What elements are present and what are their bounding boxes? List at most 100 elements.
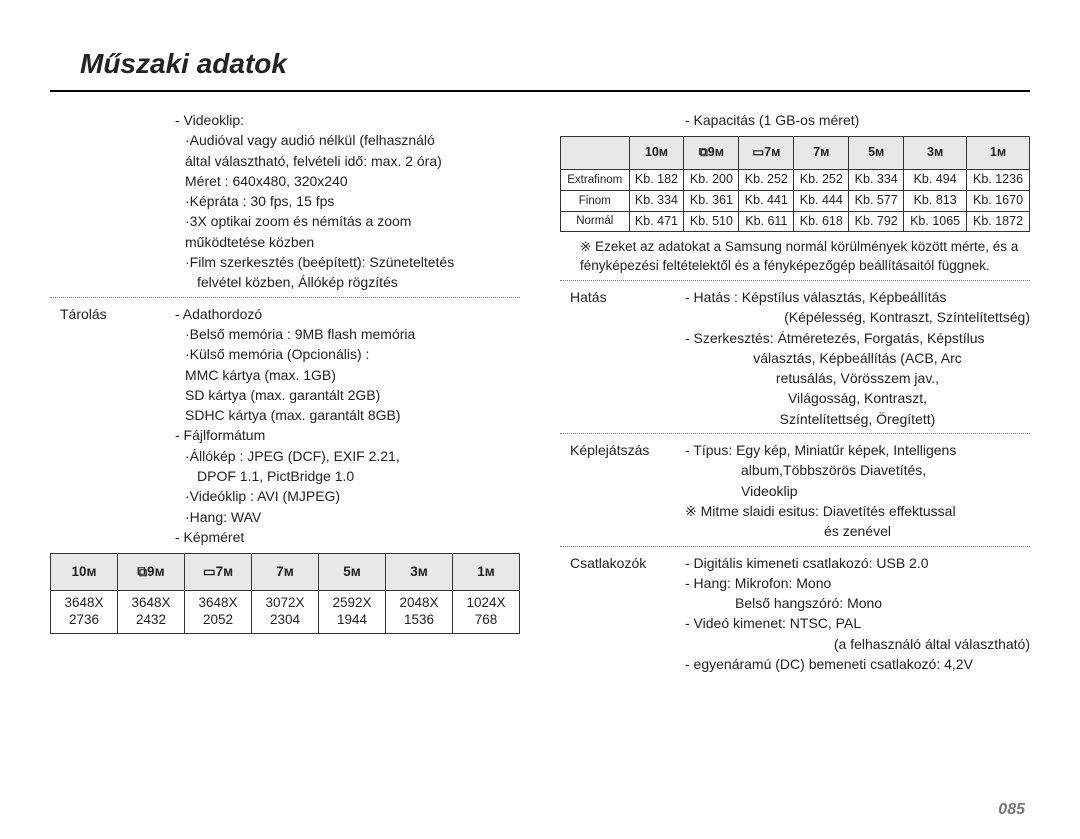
capacity-table-cell: Kb. 471 xyxy=(629,211,684,232)
connectors-content: - Digitális kimeneti csatlakozó: USB 2.0… xyxy=(685,553,1030,675)
page-root: Műszaki adatok - Videoklip: ·Audióval va… xyxy=(0,0,1080,839)
capacity-table-cell: Kb. 618 xyxy=(794,211,849,232)
effect-l1: - Hatás : Képstílus választás, Képbeállí… xyxy=(685,287,1030,307)
capacity-table-cell: Kb. 200 xyxy=(684,170,739,191)
size-table-cell: 1024X 768 xyxy=(453,591,520,634)
capacity-table-header: 10ᴍ xyxy=(629,137,684,170)
connectors-l2: - Hang: Mikrofon: Mono xyxy=(685,573,1030,593)
capacity-table-cell: Kb. 334 xyxy=(849,170,904,191)
right-column: - Kapacitás (1 GB-os méret) 10ᴍ⧉9ᴍ▭7ᴍ7ᴍ5… xyxy=(560,110,1030,674)
capacity-table-row: ExtrafinomKb. 182Kb. 200Kb. 252Kb. 252Kb… xyxy=(561,170,1030,191)
capacity-heading-block: - Kapacitás (1 GB-os méret) xyxy=(560,110,1030,130)
capacity-table-header: ▭7ᴍ xyxy=(739,137,794,170)
storage-l5: SD kártya (max. garantált 2GB) xyxy=(175,385,520,405)
size-table-header: 10ᴍ xyxy=(51,554,118,591)
connectors-l1: - Digitális kimeneti csatlakozó: USB 2.0 xyxy=(685,553,1030,573)
capacity-label-spacer xyxy=(560,110,685,130)
separator xyxy=(560,433,1030,434)
capacity-table-header: 7ᴍ xyxy=(794,137,849,170)
storage-l8: ·Állókép : JPEG (DCF), EXIF 2.21, xyxy=(175,446,520,466)
storage-l2: ·Belső memória : 9MB flash memória xyxy=(175,324,520,344)
capacity-table-cell: Kb. 182 xyxy=(629,170,684,191)
size-table-header: 5ᴍ xyxy=(319,554,386,591)
playback-l1: - Típus: Egy kép, Miniatűr képek, Intell… xyxy=(685,440,1030,460)
storage-block: Tárolás - Adathordozó ·Belső memória : 9… xyxy=(50,304,520,548)
playback-content: - Típus: Egy kép, Miniatűr képek, Intell… xyxy=(685,440,1030,541)
capacity-table-cell: Kb. 792 xyxy=(849,211,904,232)
capacity-table-header: 3ᴍ xyxy=(904,137,967,170)
storage-l10: ·Videóklip : AVI (MJPEG) xyxy=(175,486,520,506)
capacity-table-cell: Kb. 1670 xyxy=(967,190,1030,211)
connectors-l6: - egyenáramú (DC) bemeneti csatlakozó: 4… xyxy=(685,654,1030,674)
playback-l3: Videoklip xyxy=(685,481,1030,501)
effect-l4: választás, Képbeállítás (ACB, Arc xyxy=(685,348,1030,368)
connectors-label: Csatlakozók xyxy=(560,553,685,675)
storage-l7: - Fájlformátum xyxy=(175,425,520,445)
capacity-table-cell: Kb. 444 xyxy=(794,190,849,211)
capacity-table-cell: Kb. 1872 xyxy=(967,211,1030,232)
separator xyxy=(560,546,1030,547)
size-table-header: 3ᴍ xyxy=(386,554,453,591)
capacity-table: 10ᴍ⧉9ᴍ▭7ᴍ7ᴍ5ᴍ3ᴍ1ᴍ ExtrafinomKb. 182Kb. 2… xyxy=(560,136,1030,232)
storage-l12: - Képméret xyxy=(175,527,520,547)
capacity-table-cell: Finom xyxy=(561,190,630,211)
capacity-table-cell: Kb. 361 xyxy=(684,190,739,211)
videoclip-label xyxy=(50,110,175,293)
videoclip-l7: ·Film szerkesztés (beépített): Szünetelt… xyxy=(175,252,520,272)
capacity-table-cell: Kb. 510 xyxy=(684,211,739,232)
playback-block: Képlejátszás - Típus: Egy kép, Miniatűr … xyxy=(560,440,1030,541)
size-table-cell: 3072X 2304 xyxy=(252,591,319,634)
size-table-cell: 3648X 2052 xyxy=(185,591,252,634)
capacity-heading: - Kapacitás (1 GB-os méret) xyxy=(685,110,1030,130)
videoclip-content: - Videoklip: ·Audióval vagy audió nélkül… xyxy=(175,110,520,293)
videoclip-l1: ·Audióval vagy audió nélkül (felhasználó xyxy=(175,130,520,150)
storage-content: - Adathordozó ·Belső memória : 9MB flash… xyxy=(175,304,520,548)
videoclip-l4: ·Képráta : 30 fps, 15 fps xyxy=(175,191,520,211)
capacity-table-header: 1ᴍ xyxy=(967,137,1030,170)
size-table-header: 7ᴍ xyxy=(252,554,319,591)
videoclip-l5: ·3X optikai zoom és némítás a zoom xyxy=(175,211,520,231)
effect-label: Hatás xyxy=(560,287,685,429)
capacity-table-row: NormálKb. 471Kb. 510Kb. 611Kb. 618Kb. 79… xyxy=(561,211,1030,232)
size-table-cell: 2048X 1536 xyxy=(386,591,453,634)
capacity-table-cell: Kb. 1236 xyxy=(967,170,1030,191)
capacity-table-cell: Kb. 1065 xyxy=(904,211,967,232)
storage-l4: MMC kártya (max. 1GB) xyxy=(175,365,520,385)
page-title: Műszaki adatok xyxy=(50,40,1030,92)
capacity-table-cell: Kb. 441 xyxy=(739,190,794,211)
effect-l2: (Képélesség, Kontraszt, Színtelítettség) xyxy=(685,307,1030,327)
separator xyxy=(560,280,1030,281)
storage-l11: ·Hang: WAV xyxy=(175,507,520,527)
size-table-header: ▭7ᴍ xyxy=(185,554,252,591)
connectors-block: Csatlakozók - Digitális kimeneti csatlak… xyxy=(560,553,1030,675)
capacity-table-cell: Kb. 334 xyxy=(629,190,684,211)
capacity-table-cell: Kb. 813 xyxy=(904,190,967,211)
effect-l6: Világosság, Kontraszt, xyxy=(685,388,1030,408)
videoclip-l3: Méret : 640x480, 320x240 xyxy=(175,171,520,191)
size-table-cell: 3648X 2736 xyxy=(51,591,118,634)
playback-l2: album,Többszörös Diavetítés, xyxy=(685,460,1030,480)
capacity-table-cell: Extrafinom xyxy=(561,170,630,191)
effect-l3: - Szerkesztés: Átméretezés, Forgatás, Ké… xyxy=(685,328,1030,348)
page-number: 085 xyxy=(998,801,1025,819)
capacity-table-header: ⧉9ᴍ xyxy=(684,137,739,170)
capacity-table-cell: Kb. 252 xyxy=(739,170,794,191)
playback-label: Képlejátszás xyxy=(560,440,685,541)
videoclip-heading: - Videoklip: xyxy=(175,110,520,130)
size-table-cell: 3648X 2432 xyxy=(118,591,185,634)
videoclip-block: - Videoklip: ·Audióval vagy audió nélkül… xyxy=(50,110,520,293)
capacity-table-cell: Normál xyxy=(561,211,630,232)
storage-label: Tárolás xyxy=(50,304,175,548)
size-table-header: ⧉9ᴍ xyxy=(118,554,185,591)
connectors-l5: (a felhasználó által választható) xyxy=(685,634,1030,654)
storage-l1: - Adathordozó xyxy=(175,304,520,324)
capacity-note: ※ Ezeket az adatokat a Samsung normál kö… xyxy=(560,232,1030,276)
playback-l4: ※ Mitme slaidi esitus: Diavetítés effekt… xyxy=(685,501,1030,521)
size-table-header: 1ᴍ xyxy=(453,554,520,591)
connectors-l4: - Videó kimenet: NTSC, PAL xyxy=(685,613,1030,633)
videoclip-l8: felvétel közben, Állókép rögzítés xyxy=(175,272,520,292)
effect-block: Hatás - Hatás : Képstílus választás, Kép… xyxy=(560,287,1030,429)
effect-content: - Hatás : Képstílus választás, Képbeállí… xyxy=(685,287,1030,429)
storage-l6: SDHC kártya (max. garantált 8GB) xyxy=(175,405,520,425)
left-column: - Videoklip: ·Audióval vagy audió nélkül… xyxy=(50,110,520,674)
